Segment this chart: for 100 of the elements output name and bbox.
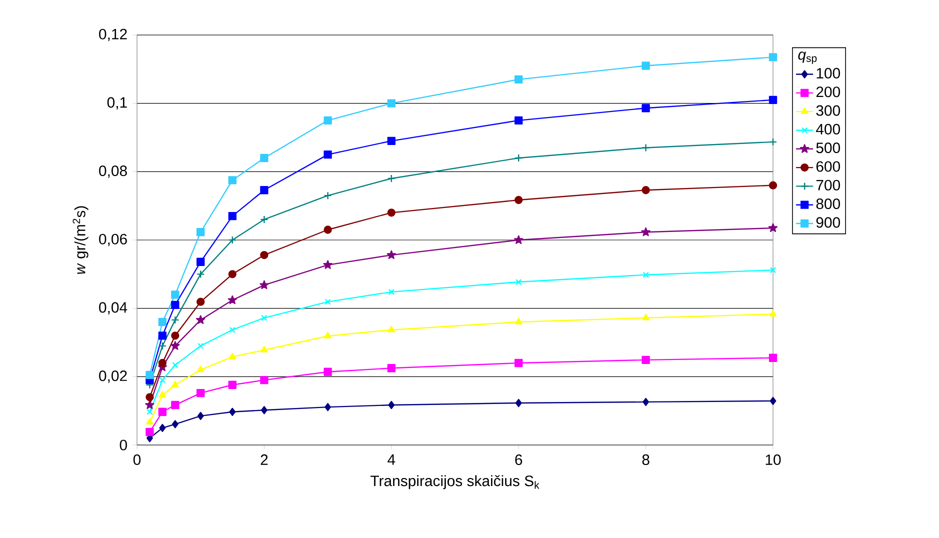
x-tick-label: 2 xyxy=(260,454,268,465)
y-tick-label: 0,04 xyxy=(99,302,128,314)
point xyxy=(196,298,205,306)
point xyxy=(158,332,167,340)
point xyxy=(158,318,167,326)
point xyxy=(146,408,153,415)
point xyxy=(324,150,332,159)
point xyxy=(770,267,776,274)
point xyxy=(196,228,205,236)
point xyxy=(388,326,396,332)
point xyxy=(158,391,166,398)
point xyxy=(642,314,650,320)
point xyxy=(145,400,154,410)
point xyxy=(770,396,776,406)
point xyxy=(324,116,332,124)
point xyxy=(642,356,650,364)
point xyxy=(387,99,396,108)
point xyxy=(324,368,332,376)
point xyxy=(146,418,154,424)
legend-title: q$_{sp}$ xyxy=(798,52,817,64)
point xyxy=(260,346,268,352)
point xyxy=(228,176,236,184)
point xyxy=(159,377,166,384)
point xyxy=(515,398,522,408)
point xyxy=(387,364,396,372)
point xyxy=(768,96,778,104)
point xyxy=(386,250,396,260)
point xyxy=(228,212,236,220)
legend-label: 600 xyxy=(816,161,840,172)
point xyxy=(158,358,167,368)
y-tick-label: 0,06 xyxy=(99,234,127,246)
point xyxy=(228,270,236,278)
x-tick-label: 6 xyxy=(515,454,522,466)
point xyxy=(387,174,396,183)
point xyxy=(146,393,154,402)
point xyxy=(229,326,236,333)
point xyxy=(171,400,180,410)
point xyxy=(196,315,206,324)
point xyxy=(323,260,332,269)
point xyxy=(516,278,522,286)
point xyxy=(768,354,778,362)
point xyxy=(172,362,178,368)
point xyxy=(146,370,154,380)
x-tick-label: 0 xyxy=(133,454,141,466)
point xyxy=(196,366,204,372)
point xyxy=(768,181,778,190)
point xyxy=(228,380,236,389)
legend-label: 800 xyxy=(816,198,840,210)
point xyxy=(514,154,523,162)
point xyxy=(171,316,180,324)
point xyxy=(260,280,269,290)
point xyxy=(642,62,650,70)
point xyxy=(158,342,167,350)
point xyxy=(228,352,236,360)
y-tick-label: 0,12 xyxy=(99,28,127,42)
point xyxy=(642,104,650,112)
legend-label: 900 xyxy=(816,217,840,228)
point xyxy=(171,332,180,340)
point xyxy=(514,116,523,124)
point xyxy=(159,424,166,432)
point xyxy=(158,408,167,416)
y-tick-label: 0 xyxy=(120,440,127,450)
point xyxy=(260,376,268,384)
point xyxy=(324,402,332,412)
point xyxy=(260,250,268,260)
x-tick-label: 4 xyxy=(388,454,396,465)
y-tick-label: 0,02 xyxy=(99,370,127,383)
y-tick-label: 0,08 xyxy=(99,165,127,178)
point xyxy=(514,196,523,204)
x-tick-label: 8 xyxy=(642,454,650,466)
point xyxy=(387,136,396,145)
point xyxy=(769,310,777,316)
point xyxy=(768,53,778,62)
point xyxy=(642,272,649,278)
point xyxy=(172,380,179,388)
point xyxy=(514,235,524,244)
y-tick-label: 0,1 xyxy=(107,97,127,110)
y-axis-title: w gr/(m$^{2}$s) xyxy=(72,206,88,274)
point xyxy=(641,227,650,236)
point xyxy=(324,191,332,200)
point xyxy=(388,400,395,410)
legend-label: 100 xyxy=(816,68,840,79)
point xyxy=(197,412,204,420)
point xyxy=(642,144,650,152)
point xyxy=(514,75,523,84)
point xyxy=(260,215,268,224)
point xyxy=(146,428,154,436)
point xyxy=(514,318,522,324)
point xyxy=(198,342,204,349)
point xyxy=(642,186,650,194)
point xyxy=(324,298,331,305)
x-axis-title: Transpiracijos skaičius S$_{k}$ xyxy=(370,475,540,490)
point xyxy=(228,295,237,304)
point xyxy=(229,408,236,416)
point xyxy=(261,314,268,321)
point xyxy=(260,186,268,194)
point xyxy=(324,332,332,338)
point xyxy=(171,290,180,299)
point xyxy=(260,154,268,162)
legend-label: 300 xyxy=(816,105,840,116)
